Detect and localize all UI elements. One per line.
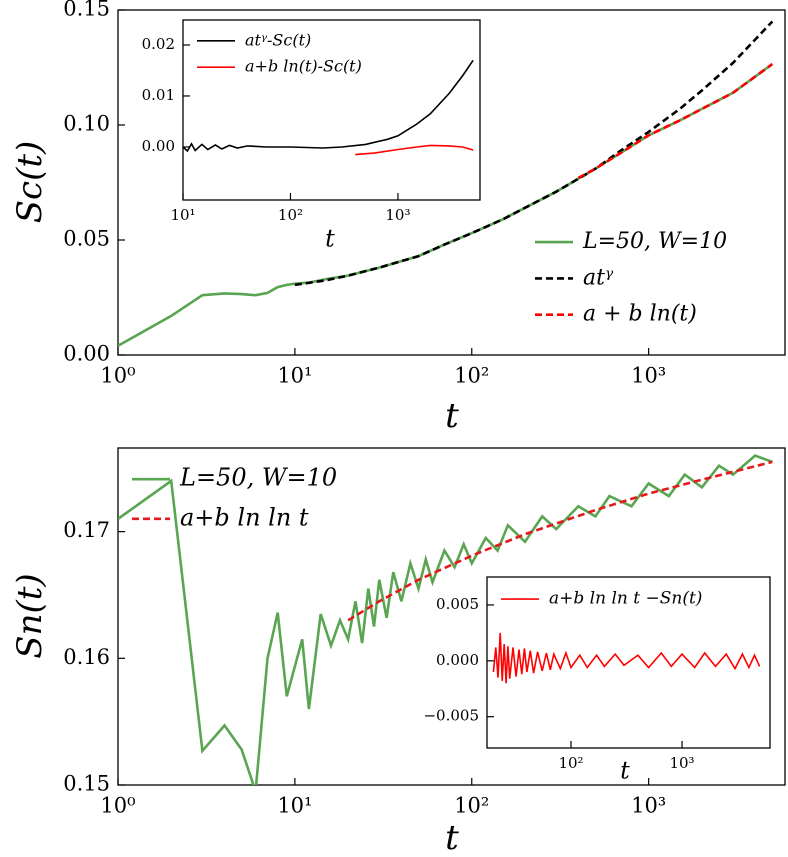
- y-tick-label: 0.16: [63, 645, 110, 669]
- series-line: [183, 59, 474, 153]
- series-line: [294, 20, 774, 287]
- y-tick-label: −0.005: [423, 707, 479, 725]
- x-axis-label: t: [325, 225, 335, 253]
- series-line: [577, 63, 774, 180]
- y-tick-label: 0.00: [63, 342, 110, 366]
- x-axis-label: t: [445, 818, 459, 857]
- y-axis-label: Sc(t): [10, 141, 50, 224]
- y-tick-label: 0.05: [63, 227, 110, 251]
- x-tick-label: 10⁰: [100, 794, 135, 818]
- series-line: [347, 460, 773, 622]
- y-tick-label: 0.10: [63, 112, 110, 136]
- legend-label: a+b ln(t)-Sc(t): [245, 57, 362, 76]
- x-tick-label: 10⁰: [100, 364, 135, 388]
- y-axis-label: Sn(t): [10, 573, 50, 658]
- x-tick-label: 10¹: [277, 794, 312, 818]
- series-line: [355, 144, 474, 156]
- x-tick-label: 10¹: [170, 206, 195, 224]
- x-tick-label: 10¹: [277, 364, 312, 388]
- y-tick-label: 0.000: [436, 651, 479, 669]
- x-tick-label: 10³: [631, 364, 666, 388]
- x-tick-label: 10²: [558, 754, 583, 772]
- legend-label: a+b ln ln t: [180, 503, 309, 531]
- legend-label: atᵞ-Sc(t): [245, 30, 311, 49]
- y-tick-label: 0.17: [63, 518, 110, 542]
- legend-label: L=50, W=10: [582, 229, 727, 254]
- x-tick-label: 10³: [669, 754, 694, 772]
- legend-label: atᵞ: [583, 265, 614, 290]
- y-tick-label: 0.15: [63, 772, 110, 796]
- series-line: [118, 454, 773, 785]
- legend-label: a+b ln ln t −Sn(t): [549, 589, 702, 609]
- y-tick-label: 0.15: [63, 0, 110, 21]
- y-tick-label: 0.01: [142, 86, 175, 104]
- legend-label: a + b ln(t): [583, 302, 697, 327]
- x-tick-label: 10²: [278, 206, 303, 224]
- x-tick-label: 10²: [454, 364, 489, 388]
- x-axis-label: t: [620, 757, 630, 785]
- x-axis-label: t: [445, 396, 459, 436]
- x-tick-label: 10²: [454, 794, 489, 818]
- series-line: [492, 632, 761, 684]
- y-tick-label: 0.02: [142, 35, 175, 53]
- x-tick-label: 10³: [631, 794, 666, 818]
- legend-label: L=50, W=10: [179, 464, 337, 492]
- y-tick-label: 0.00: [142, 137, 175, 155]
- plot-area: [182, 19, 481, 201]
- y-tick-label: 0.005: [436, 595, 479, 613]
- x-tick-label: 10³: [385, 206, 410, 224]
